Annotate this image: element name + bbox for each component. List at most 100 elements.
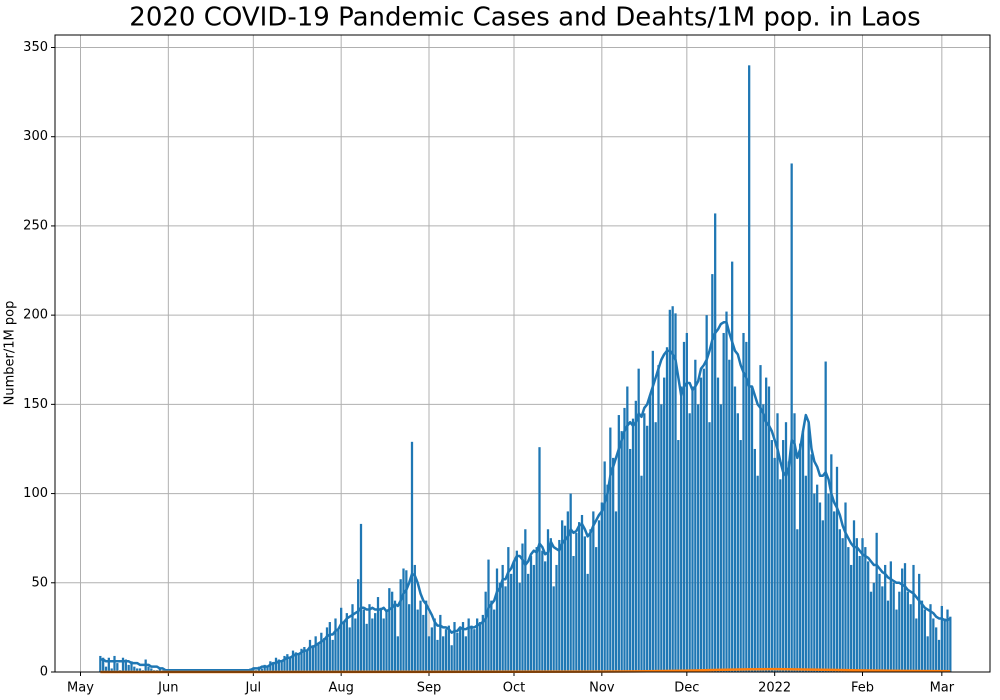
- y-tick-label: 100: [23, 486, 48, 501]
- bar: [597, 520, 601, 672]
- bar: [835, 466, 839, 672]
- bar: [396, 636, 399, 672]
- bar: [376, 597, 380, 672]
- bar: [915, 618, 918, 672]
- bar: [940, 605, 943, 672]
- bar: [320, 632, 323, 672]
- bar: [127, 664, 130, 672]
- bar: [136, 668, 139, 672]
- bar: [711, 274, 714, 672]
- x-tick-label: Jun: [157, 681, 178, 696]
- bar: [286, 654, 289, 672]
- line: [100, 321, 951, 672]
- bar: [385, 609, 388, 672]
- bar: [291, 650, 295, 672]
- bar: [419, 600, 422, 672]
- bar: [583, 536, 586, 672]
- bar: [657, 365, 660, 672]
- bar: [827, 493, 830, 672]
- bar: [595, 547, 598, 672]
- bar: [555, 564, 558, 672]
- bar: [935, 627, 938, 672]
- bar: [107, 657, 110, 672]
- bar: [733, 386, 737, 672]
- bar: [495, 568, 499, 672]
- x-tick-label: 2022: [758, 681, 791, 696]
- bar: [629, 448, 632, 672]
- bar: [283, 655, 286, 672]
- bar: [501, 564, 504, 672]
- bar: [368, 604, 371, 672]
- bar: [589, 529, 592, 672]
- bar: [920, 600, 924, 672]
- bar: [722, 332, 725, 672]
- bar: [606, 484, 609, 672]
- bar: [869, 591, 873, 672]
- bar: [430, 627, 433, 672]
- bar: [510, 573, 513, 672]
- x-tick-label: Sep: [417, 681, 442, 696]
- y-tick-label: 350: [23, 40, 48, 55]
- bar: [252, 668, 255, 672]
- bar: [306, 650, 309, 672]
- bar: [427, 636, 431, 672]
- bar: [580, 514, 584, 672]
- bar: [546, 529, 550, 672]
- x-tick-label: May: [67, 681, 94, 696]
- bar: [702, 368, 705, 672]
- bar: [561, 520, 564, 672]
- bar: [447, 625, 450, 672]
- bar: [399, 579, 402, 672]
- bar: [521, 543, 524, 672]
- bar: [478, 622, 482, 672]
- bar: [878, 573, 881, 672]
- bar: [365, 623, 368, 672]
- bar: [416, 609, 419, 672]
- bar: [816, 484, 819, 672]
- bar: [575, 532, 578, 672]
- bar: [688, 413, 691, 672]
- bar: [586, 573, 589, 672]
- bar: [535, 547, 538, 672]
- bar: [433, 618, 436, 672]
- x-tick-label: Jul: [244, 681, 261, 696]
- bar: [572, 556, 575, 672]
- bar: [294, 652, 297, 672]
- bar: [104, 666, 108, 672]
- bar: [617, 415, 620, 672]
- bar: [354, 618, 357, 672]
- bar: [439, 614, 442, 672]
- bar: [328, 622, 331, 672]
- x-tick-label: Dec: [674, 681, 699, 696]
- bar: [379, 607, 382, 672]
- bar: [538, 447, 541, 672]
- bar: [342, 622, 346, 672]
- bar: [634, 400, 637, 672]
- bar: [864, 547, 867, 672]
- bar: [518, 582, 521, 672]
- bar: [405, 570, 408, 672]
- bar: [918, 573, 921, 672]
- bar: [600, 502, 603, 672]
- bar: [651, 350, 654, 672]
- bar: [317, 643, 320, 672]
- bar: [793, 413, 796, 672]
- bar: [325, 627, 329, 672]
- bar: [909, 604, 912, 672]
- bar: [348, 627, 351, 672]
- bar: [719, 404, 722, 672]
- bar: [801, 431, 805, 672]
- bar: [592, 511, 595, 672]
- bar: [569, 493, 572, 672]
- bar: [158, 668, 161, 672]
- bar: [456, 632, 459, 672]
- bar: [541, 550, 544, 672]
- bar: [680, 386, 683, 672]
- bar: [663, 377, 666, 672]
- bar: [391, 591, 394, 672]
- bar: [640, 475, 643, 672]
- bar: [121, 657, 125, 672]
- bar: [450, 645, 453, 672]
- bar: [272, 663, 275, 672]
- bar: [742, 332, 745, 672]
